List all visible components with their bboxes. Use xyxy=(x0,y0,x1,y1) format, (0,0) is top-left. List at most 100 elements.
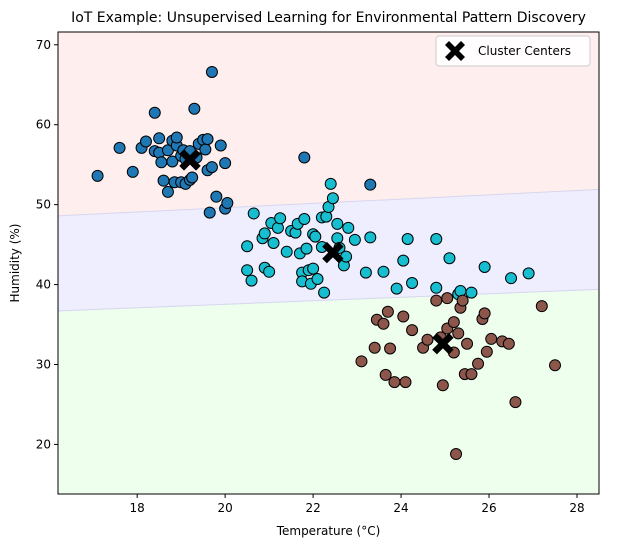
chart-title: IoT Example: Unsupervised Learning for E… xyxy=(71,10,586,26)
data-point xyxy=(456,294,469,307)
data-point xyxy=(263,265,276,278)
data-point xyxy=(300,242,313,255)
data-point xyxy=(210,190,223,203)
data-point xyxy=(199,143,212,156)
data-point xyxy=(379,368,392,381)
data-point xyxy=(522,267,535,280)
data-point xyxy=(186,171,199,184)
data-point xyxy=(388,376,401,389)
data-point xyxy=(258,227,271,240)
data-point xyxy=(166,155,179,168)
data-point xyxy=(549,359,562,372)
data-point xyxy=(205,65,218,78)
data-point xyxy=(465,368,478,381)
data-point xyxy=(359,266,372,279)
y-axis-label: Humidity (%) xyxy=(8,224,22,303)
x-tick-label: 18 xyxy=(130,501,145,515)
data-point xyxy=(355,355,368,368)
data-point xyxy=(461,337,474,350)
data-point xyxy=(267,237,280,250)
data-point xyxy=(201,133,214,146)
data-point xyxy=(535,300,548,313)
data-point xyxy=(406,324,419,337)
data-point xyxy=(298,213,311,226)
cluster-center-marker xyxy=(432,332,454,355)
data-point xyxy=(139,135,152,148)
data-point xyxy=(148,106,161,119)
data-point xyxy=(430,294,443,307)
data-point xyxy=(348,233,361,246)
legend: Cluster Centers xyxy=(435,35,591,67)
x-axis-ticks: 18 20 22 24 26 28 xyxy=(130,494,585,515)
cluster-center-marker xyxy=(322,241,344,264)
data-point xyxy=(153,132,166,145)
data-point xyxy=(399,376,412,389)
y-tick-label: 20 xyxy=(36,437,51,451)
data-point xyxy=(241,240,254,253)
data-point xyxy=(324,177,337,190)
x-tick-label: 26 xyxy=(481,501,496,515)
data-point xyxy=(203,206,216,219)
data-point xyxy=(384,342,397,355)
data-point xyxy=(450,448,463,461)
data-point xyxy=(155,156,168,169)
legend-center-marker-icon xyxy=(445,41,465,61)
x-tick-label: 20 xyxy=(217,501,232,515)
data-point xyxy=(436,379,449,392)
data-point xyxy=(170,131,183,144)
data-point xyxy=(485,332,498,345)
y-tick-label: 60 xyxy=(36,118,51,132)
data-point xyxy=(298,151,311,164)
data-point xyxy=(274,212,287,225)
data-point xyxy=(161,185,174,198)
data-point xyxy=(443,252,456,265)
y-tick-label: 40 xyxy=(36,278,51,292)
data-point xyxy=(364,231,377,244)
data-point xyxy=(331,217,344,230)
data-point xyxy=(318,286,331,299)
data-point xyxy=(219,157,232,170)
data-point xyxy=(309,230,322,243)
data-point xyxy=(401,233,414,246)
data-point xyxy=(241,264,254,277)
y-tick-label: 70 xyxy=(36,38,51,52)
y-axis-ticks: 20 30 40 50 60 70 xyxy=(36,38,58,451)
data-points xyxy=(91,65,562,461)
data-point xyxy=(406,276,419,289)
x-axis-label: Temperature (°C) xyxy=(276,524,381,538)
data-point xyxy=(342,221,355,234)
y-tick-label: 30 xyxy=(36,358,51,372)
data-point xyxy=(502,337,515,350)
plot-frame xyxy=(57,31,600,495)
data-point xyxy=(205,161,218,174)
decision-regions xyxy=(58,32,599,494)
data-point xyxy=(364,178,377,191)
data-point xyxy=(307,262,320,275)
legend-label: Cluster Centers xyxy=(478,44,571,58)
data-point xyxy=(280,245,293,258)
data-point xyxy=(311,272,324,285)
data-point xyxy=(480,345,493,358)
data-point xyxy=(340,250,353,263)
x-tick-label: 24 xyxy=(393,501,408,515)
data-point xyxy=(326,192,339,205)
data-point xyxy=(126,165,139,178)
x-tick-label: 22 xyxy=(305,501,320,515)
data-point xyxy=(509,396,522,409)
data-point xyxy=(472,357,485,370)
data-point xyxy=(188,102,201,115)
data-point xyxy=(441,292,454,305)
data-point xyxy=(452,327,465,340)
y-tick-label: 50 xyxy=(36,198,51,212)
region-boundary xyxy=(58,288,599,312)
data-point xyxy=(214,139,227,152)
data-point xyxy=(390,282,403,295)
data-point xyxy=(447,316,460,329)
data-point xyxy=(377,317,390,330)
data-point xyxy=(221,197,234,210)
legend-box xyxy=(435,35,591,67)
data-point xyxy=(381,305,394,318)
cluster-centers xyxy=(179,149,454,355)
